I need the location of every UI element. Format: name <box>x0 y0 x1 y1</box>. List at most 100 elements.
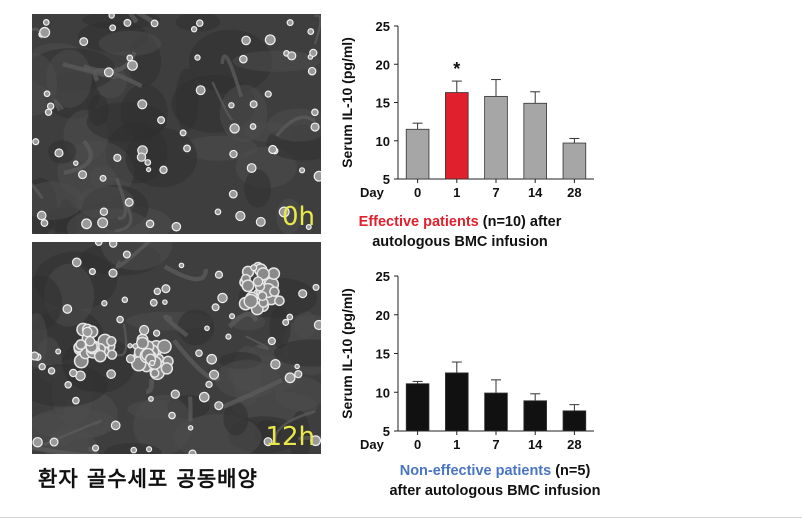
cell <box>255 216 266 227</box>
caption-noneffective-colored: Non-effective patients <box>399 463 552 479</box>
cell <box>130 446 138 454</box>
cell <box>188 449 197 454</box>
cell <box>94 242 103 247</box>
cell <box>310 122 320 132</box>
cell-cluster <box>106 349 118 360</box>
photo-texture <box>82 14 161 29</box>
x-tick-label: 28 <box>567 437 581 452</box>
cell-cluster <box>160 362 174 375</box>
caption-noneffective-line1: Non-effective patients (n=5) <box>350 461 640 481</box>
cell <box>84 336 96 347</box>
cell <box>249 123 257 130</box>
cell <box>179 129 187 137</box>
x-tick-label: 28 <box>567 185 581 200</box>
cell <box>198 391 210 403</box>
cell <box>72 396 80 405</box>
cell-process <box>92 68 143 89</box>
y-tick-label: 20 <box>376 57 390 72</box>
cell <box>278 206 290 218</box>
cell <box>32 138 40 146</box>
bar <box>445 92 469 180</box>
cell <box>79 37 89 47</box>
cell <box>152 329 161 337</box>
photo-texture <box>232 50 321 72</box>
x-axis-label: Day <box>360 437 385 452</box>
cell <box>263 437 273 447</box>
cell <box>55 348 62 355</box>
cell <box>228 189 238 199</box>
cell-process <box>32 182 44 200</box>
y-axis-label: Serum IL-10 (pg/ml) <box>339 37 355 168</box>
cell-process <box>298 435 321 441</box>
x-tick-label: 0 <box>414 185 421 200</box>
photo-texture <box>289 410 311 454</box>
cell-process <box>220 54 243 98</box>
cell <box>228 102 235 109</box>
photo-texture <box>214 360 280 399</box>
cell <box>132 343 139 350</box>
cell <box>81 218 92 230</box>
cell <box>124 197 134 207</box>
cell <box>267 336 276 346</box>
cell-cluster <box>149 368 160 379</box>
y-tick-label: 25 <box>376 19 390 34</box>
cell <box>127 59 138 71</box>
x-axis-label: Day <box>360 185 385 200</box>
cell <box>298 289 308 299</box>
cell <box>138 324 150 336</box>
cell-process <box>163 314 189 338</box>
caption-noneffective-rest: (n=5) <box>551 463 591 479</box>
cell <box>171 221 182 232</box>
cell <box>103 67 114 78</box>
cell <box>286 19 294 27</box>
cell <box>305 223 312 230</box>
caption-effective: Effective patients (n=10) after autologo… <box>340 212 580 252</box>
cell <box>116 315 124 324</box>
cell-process <box>63 139 93 175</box>
x-tick-label: 7 <box>492 437 499 452</box>
cell <box>195 85 206 96</box>
cell <box>195 349 203 358</box>
y-tick-label: 10 <box>376 134 390 149</box>
cell <box>78 170 88 180</box>
cell <box>62 304 73 314</box>
cell <box>312 283 320 291</box>
cell-process <box>163 264 209 282</box>
photo-texture <box>125 127 198 188</box>
cell <box>239 54 248 64</box>
microscopy-image-12h: 12h <box>32 242 321 454</box>
cell-cluster <box>274 295 285 307</box>
cell <box>110 420 121 431</box>
cell-cluster <box>157 339 172 354</box>
cell <box>250 264 258 272</box>
cell <box>101 300 108 307</box>
cell <box>190 25 198 33</box>
cell <box>43 90 51 98</box>
time-label-12h: 12h <box>265 422 315 452</box>
cell <box>108 14 115 19</box>
cell <box>268 144 278 155</box>
cell <box>287 51 297 61</box>
cell <box>162 299 168 306</box>
cell <box>294 370 303 379</box>
cell <box>64 381 72 389</box>
cell <box>71 257 82 268</box>
cell <box>204 325 210 332</box>
cell <box>91 444 100 452</box>
cell <box>270 359 281 370</box>
cell-process <box>128 14 159 27</box>
cell <box>49 437 59 447</box>
cell <box>246 163 257 174</box>
cell <box>148 396 154 402</box>
cell <box>144 159 152 166</box>
cell <box>211 303 220 312</box>
cell-process <box>114 205 133 233</box>
cell <box>264 90 272 98</box>
cell-cluster <box>75 339 87 351</box>
bar <box>523 400 547 432</box>
cell <box>32 436 43 448</box>
bar-chart-noneffective: Serum IL-10 (pg/ml) 5 10 15 20 25 Day 0 1 7 14 28 <box>339 269 594 452</box>
cell-process <box>275 115 316 137</box>
significance-marker: * <box>453 59 460 79</box>
cell <box>195 19 204 27</box>
